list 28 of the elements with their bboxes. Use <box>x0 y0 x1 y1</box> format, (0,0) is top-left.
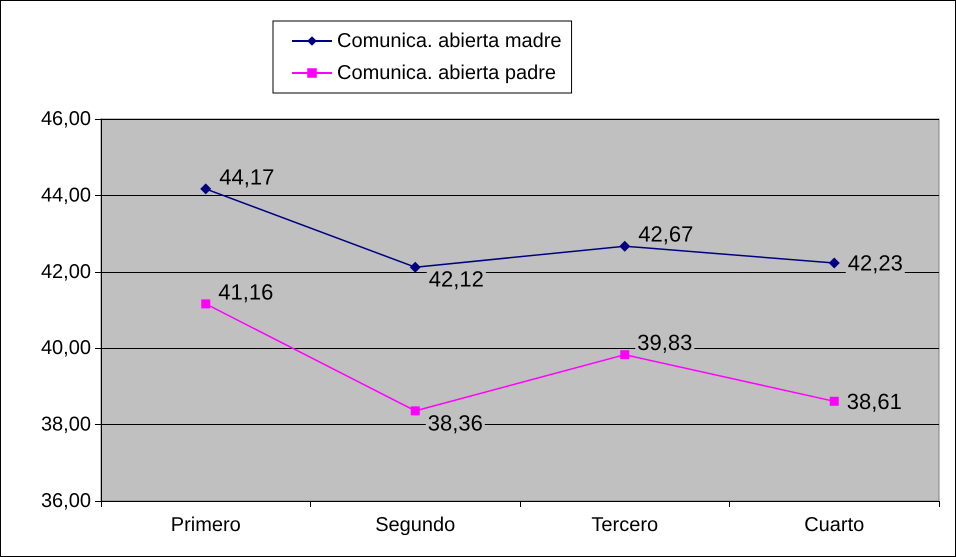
x-tick-label: Segundo <box>375 514 456 536</box>
x-tick-label: Tercero <box>591 514 658 536</box>
data-label: 39,83 <box>637 330 692 356</box>
data-label: 42,23 <box>848 250 903 276</box>
data-label: 42,12 <box>428 266 484 292</box>
point <box>619 240 630 252</box>
legend-label: Comunica. abierta padre <box>337 62 556 84</box>
y-tick-label: 40,00 <box>40 337 91 360</box>
x-tick-label: Primero <box>170 514 241 536</box>
point <box>410 262 421 273</box>
data-label: 42,67 <box>638 222 694 247</box>
y-tick-label: 44,00 <box>40 184 91 206</box>
data-label: 38,36 <box>428 410 483 436</box>
y-tick-label: 42,00 <box>40 260 91 283</box>
point <box>620 350 630 360</box>
y-tick-label: 46,00 <box>40 108 91 130</box>
y-tick-label: 36,00 <box>40 490 91 512</box>
data-label: 44,17 <box>219 164 274 190</box>
point <box>410 406 420 416</box>
data-label: 38,61 <box>846 388 902 414</box>
point <box>830 396 839 406</box>
point <box>200 183 212 194</box>
data-label: 41,16 <box>218 279 274 304</box>
point <box>828 258 840 269</box>
point <box>201 299 210 308</box>
x-tick-label: Cuarto <box>804 514 864 536</box>
legend-label: Comunica. abierta madre <box>337 30 562 52</box>
y-tick-label: 38,00 <box>40 414 91 436</box>
